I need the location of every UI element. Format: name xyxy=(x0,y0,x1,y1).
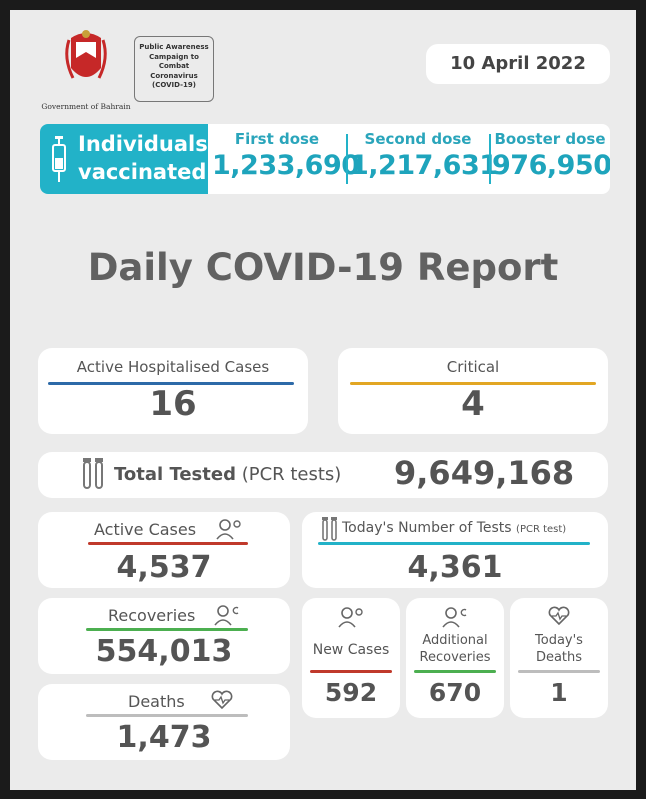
vaccination-title-line2: vaccinated xyxy=(78,160,207,184)
deaths-underline xyxy=(86,714,248,717)
todays-tests-underline xyxy=(318,542,590,545)
total-tested-label: Total Tested xyxy=(114,464,236,485)
critical-label: Critical xyxy=(446,358,500,376)
dose-divider xyxy=(346,134,348,184)
total-tested-label-group: Total Tested (PCR tests) xyxy=(114,464,341,485)
first-dose-label: First dose xyxy=(234,130,320,148)
additional-recoveries-label: Additional Recoveries xyxy=(406,632,504,666)
active-cases-card: Active Cases 4,537 xyxy=(38,512,290,588)
new-cases-label: New Cases xyxy=(312,642,390,658)
total-tested-value: 9,649,168 xyxy=(394,454,575,492)
todays-deaths-underline xyxy=(518,670,600,673)
todays-tests-label: Today's Number of Tests xyxy=(342,520,512,536)
new-cases-card: New Cases 592 xyxy=(302,598,400,718)
critical-card: Critical 4 xyxy=(338,348,608,434)
active-cases-underline xyxy=(88,542,248,545)
gov-caption: Government of Bahrain xyxy=(41,102,131,111)
deaths-card: Deaths 1,473 xyxy=(38,684,290,760)
recoveries-label: Recoveries xyxy=(108,606,196,625)
todays-tests-sub: (PCR test) xyxy=(516,524,567,535)
recoveries-card: Recoveries 554,013 xyxy=(38,598,290,674)
hospitalised-value: 16 xyxy=(149,384,197,424)
heart-pulse-icon xyxy=(548,606,570,626)
second-dose-label: Second dose xyxy=(364,130,472,148)
person-virus-icon xyxy=(216,519,241,540)
todays-tests-label-group: Today's Number of Tests (PCR test) xyxy=(342,520,566,536)
test-tubes-icon xyxy=(83,458,103,489)
booster-dose: Booster dose 976,950 xyxy=(492,130,610,181)
first-dose: First dose 1,233,690 xyxy=(212,130,360,181)
report-poster: Government of Bahrain Public Awareness C… xyxy=(10,10,636,790)
booster-dose-label: Booster dose xyxy=(494,130,606,148)
test-tubes-icon xyxy=(322,517,337,541)
second-dose: Second dose 1,217,631 xyxy=(350,130,498,181)
second-dose-value: 1,217,631 xyxy=(350,150,498,181)
todays-deaths-label: Today's Deaths xyxy=(510,632,608,666)
vaccination-title-line1: Individuals xyxy=(78,132,208,156)
deaths-value: 1,473 xyxy=(116,720,212,755)
additional-recoveries-value: 670 xyxy=(428,678,482,707)
first-dose-value: 1,233,690 xyxy=(212,150,360,181)
heart-pulse-icon xyxy=(211,690,233,710)
total-tested-sub: (PCR tests) xyxy=(241,464,342,485)
vaccination-banner: Individuals vaccinated First dose 1,233,… xyxy=(40,124,610,194)
new-cases-underline xyxy=(310,670,392,673)
total-tested-card: Total Tested (PCR tests) 9,649,168 xyxy=(38,452,608,498)
person-virus-icon xyxy=(338,607,363,628)
coat-of-arms-icon xyxy=(65,30,107,79)
todays-deaths-label-line1: Today's xyxy=(535,633,583,648)
vaccination-title: Individuals vaccinated xyxy=(78,130,208,186)
todays-tests-value: 4,361 xyxy=(407,550,503,585)
todays-deaths-label-line2: Deaths xyxy=(535,650,583,665)
person-recovered-icon xyxy=(214,605,239,626)
booster-dose-value: 976,950 xyxy=(492,150,610,181)
vaccination-title-block: Individuals vaccinated xyxy=(40,124,208,194)
dose-divider xyxy=(489,134,491,184)
todays-tests-card: Today's Number of Tests (PCR test) 4,361 xyxy=(302,512,608,588)
critical-value: 4 xyxy=(461,384,485,424)
todays-deaths-value: 1 xyxy=(550,678,568,707)
deaths-label: Deaths xyxy=(128,692,185,711)
hospitalised-label: Active Hospitalised Cases xyxy=(76,358,270,376)
hospitalised-card: Active Hospitalised Cases 16 xyxy=(38,348,308,434)
new-cases-value: 592 xyxy=(324,678,378,707)
todays-deaths-card: Today's Deaths 1 xyxy=(510,598,608,718)
additional-recoveries-underline xyxy=(414,670,496,673)
person-recovered-icon xyxy=(442,607,467,628)
additional-recoveries-label-line2: Recoveries xyxy=(419,650,491,665)
active-cases-value: 4,537 xyxy=(116,550,212,585)
hospitalised-underline xyxy=(48,382,294,385)
additional-recoveries-label-line1: Additional xyxy=(422,633,488,648)
report-title: Daily COVID-19 Report xyxy=(87,246,559,289)
additional-recoveries-card: Additional Recoveries 670 xyxy=(406,598,504,718)
recoveries-value: 554,013 xyxy=(95,634,233,669)
syringe-icon xyxy=(52,136,66,182)
government-logo: Government of Bahrain xyxy=(38,26,134,116)
report-date: 10 April 2022 xyxy=(426,44,610,84)
critical-underline xyxy=(350,382,596,385)
campaign-badge: Public Awareness Campaign to Combat Coro… xyxy=(134,36,214,102)
recoveries-underline xyxy=(86,628,248,631)
active-cases-label: Active Cases xyxy=(94,520,197,539)
